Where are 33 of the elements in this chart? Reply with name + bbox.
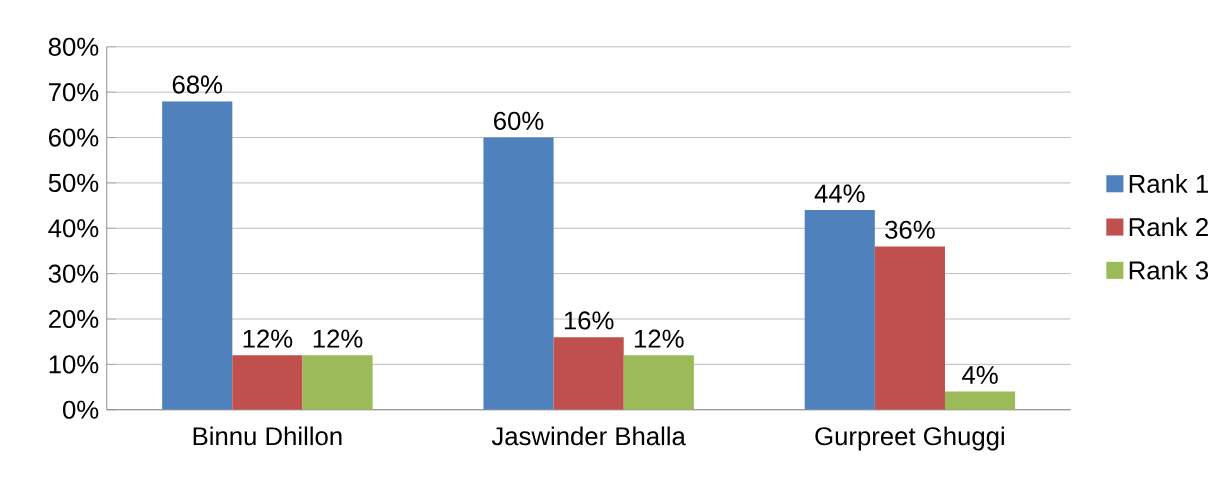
bar	[874, 246, 945, 410]
y-tick-label: 50%	[48, 173, 99, 192]
legend-label: Rank 2	[1129, 217, 1208, 237]
bar	[553, 337, 624, 410]
data-label: 12%	[635, 329, 684, 348]
data-label: 16%	[564, 311, 614, 330]
legend-label: Rank 3	[1129, 260, 1209, 280]
data-label: 36%	[885, 220, 935, 239]
x-tick-label: Jaswinder Bhalla	[491, 426, 686, 446]
bar	[623, 355, 694, 410]
y-tick-label: 70%	[49, 83, 99, 102]
bar	[302, 355, 373, 410]
y-tick-label: 0%	[63, 400, 99, 419]
y-tick-label: 30%	[48, 264, 99, 283]
legend-label: Rank 1	[1129, 174, 1208, 193]
data-label: 44%	[814, 184, 865, 203]
bar	[944, 391, 1016, 410]
y-tick-label: 80%	[48, 37, 99, 56]
data-label: 4%	[962, 366, 998, 384]
bar	[232, 355, 303, 410]
bar	[804, 210, 875, 410]
data-label: 60%	[494, 111, 544, 130]
y-tick-label: 60%	[49, 128, 99, 147]
y-tick-label: 20%	[48, 309, 99, 329]
x-tick-label: Gurpreet Ghuggi	[815, 426, 1004, 451]
bar	[162, 101, 233, 410]
data-label: 68%	[172, 75, 223, 94]
bar	[483, 137, 554, 410]
x-tick-label: Binnu Dhillon	[193, 426, 342, 446]
y-tick-label: 10%	[49, 355, 99, 374]
data-label: 12%	[313, 329, 363, 348]
y-tick-label: 40%	[48, 219, 99, 238]
data-label: 12%	[243, 329, 293, 348]
